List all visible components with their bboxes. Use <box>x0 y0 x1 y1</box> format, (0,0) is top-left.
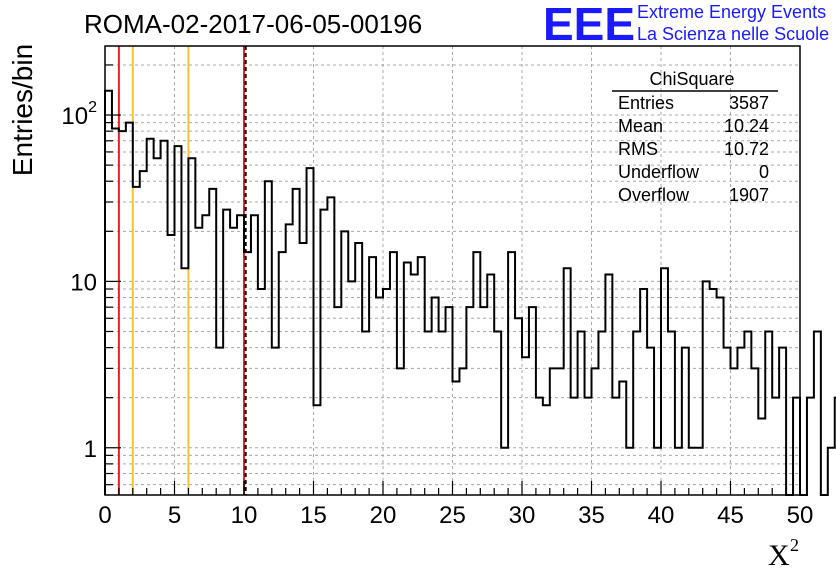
y-tick-label: 102 <box>61 99 97 130</box>
x-tick-label: 15 <box>300 502 327 529</box>
x-tick-label: 30 <box>509 502 536 529</box>
histogram-step-line <box>104 89 836 496</box>
x-axis-label-superscript: 2 <box>790 535 799 555</box>
y-axis-label: Entries/bin <box>7 44 38 176</box>
stats-row-value: 0 <box>759 162 769 182</box>
x-tick-label: 35 <box>578 502 605 529</box>
threshold-lines <box>117 46 247 495</box>
x-axis-label: X 2 <box>768 535 799 572</box>
stats-row-value: 3587 <box>729 93 769 113</box>
stats-row-label: Underflow <box>618 162 700 182</box>
stats-row-label: Overflow <box>618 185 690 205</box>
eee-logo-line2: La Scienza nelle Scuole <box>637 24 829 44</box>
x-tick-label: 25 <box>439 502 466 529</box>
stats-row-label: Mean <box>618 116 663 136</box>
chart-title: ROMA-02-2017-06-05-00196 <box>84 9 422 39</box>
axes <box>104 45 801 496</box>
histogram-series <box>104 89 836 496</box>
stats-row-value: 1907 <box>729 185 769 205</box>
stats-row-label: RMS <box>618 139 658 159</box>
x-tick-label: 45 <box>717 502 744 529</box>
x-tick-label: 40 <box>648 502 675 529</box>
stats-row-label: Entries <box>618 93 674 113</box>
grid <box>105 46 800 495</box>
eee-logo-text: EEE <box>543 0 635 50</box>
stats-box: ChiSquare Entries 3587 Mean 10.24 RMS 10.72 Un… <box>612 69 778 205</box>
stats-box-rows: Entries 3587 Mean 10.24 RMS 10.72 Underflow 0 Ov… <box>618 93 769 205</box>
x-tick-label: 10 <box>231 502 258 529</box>
x-tick-labels: 0 5 10 15 20 25 30 35 40 45 50 <box>98 502 813 529</box>
y-tick-label: 10 <box>70 269 97 296</box>
y-tick-label: 1 <box>84 436 97 463</box>
x-tick-label: 5 <box>168 502 181 529</box>
x-axis-label-base: X <box>768 539 790 572</box>
x-tick-label: 50 <box>787 502 814 529</box>
stats-box-title: ChiSquare <box>649 69 734 89</box>
y-tick-labels: 1 10 102 <box>61 99 97 463</box>
x-tick-label: 0 <box>98 502 111 529</box>
stats-row-value: 10.24 <box>724 116 769 136</box>
eee-logo: EEE Extreme Energy Events La Scienza nel… <box>543 0 829 50</box>
eee-logo-line1: Extreme Energy Events <box>637 2 826 22</box>
stats-row-value: 10.72 <box>724 139 769 159</box>
x-tick-label: 20 <box>370 502 397 529</box>
